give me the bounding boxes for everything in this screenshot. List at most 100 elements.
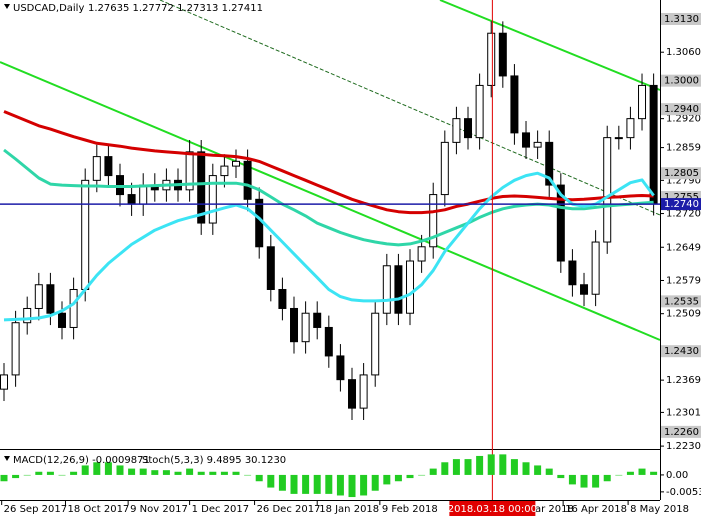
macd-bar bbox=[476, 455, 484, 475]
macd-bar bbox=[302, 474, 310, 494]
candle-body bbox=[394, 265, 403, 314]
candle-body bbox=[580, 284, 589, 295]
x-tick-label: 8 May 2018 bbox=[630, 504, 689, 515]
macd-bar bbox=[186, 468, 194, 475]
x-tick-label: 26 Dec 2017 bbox=[257, 504, 321, 515]
macd-bar bbox=[348, 474, 356, 498]
candle-body bbox=[464, 118, 473, 139]
macd-bar bbox=[371, 474, 379, 491]
level-label: 1.2430 bbox=[664, 346, 699, 357]
y-tick-label: 1.2509 bbox=[666, 309, 701, 320]
candle-body bbox=[92, 156, 101, 181]
y-tick-label: 1.2579 bbox=[666, 275, 701, 286]
indicator-subtitle: Stoch(5,3,3) 9.4895 30.1230 bbox=[142, 455, 286, 466]
candle-body bbox=[487, 32, 496, 86]
macd-bar bbox=[197, 471, 205, 475]
candle-body bbox=[266, 246, 275, 290]
macd-bar bbox=[383, 474, 391, 485]
level-label: 1.2940 bbox=[664, 104, 699, 115]
macd-bar bbox=[116, 465, 124, 475]
moving-average bbox=[3, 171, 655, 322]
chart-subtitle: 1.27635 1.27772 1.27313 1.27411 bbox=[88, 3, 263, 14]
candle-body bbox=[638, 84, 647, 120]
macd-bar bbox=[35, 471, 43, 475]
macd-bar bbox=[128, 468, 136, 475]
level-label: 1.2535 bbox=[664, 296, 699, 307]
candle-body bbox=[301, 312, 310, 343]
macd-bar bbox=[499, 454, 507, 475]
macd-bar bbox=[360, 474, 368, 496]
y-tick-label: -0.00536 bbox=[666, 487, 701, 498]
candle-body bbox=[359, 374, 368, 409]
macd-bar bbox=[487, 454, 495, 475]
candle-body bbox=[278, 288, 287, 309]
x-tick-label: 1 Dec 2017 bbox=[192, 504, 250, 515]
candle-body bbox=[533, 141, 542, 148]
candle-body bbox=[255, 198, 264, 248]
candle-body bbox=[324, 326, 333, 357]
macd-bar bbox=[81, 465, 89, 475]
level-box bbox=[661, 12, 701, 25]
macd-bar bbox=[418, 474, 426, 476]
y-tick-label: 1.3060 bbox=[666, 47, 701, 58]
candle-body bbox=[429, 194, 438, 248]
indicator-title: MACD(12,26,9) -0.0009871 bbox=[13, 455, 150, 466]
moving-average bbox=[3, 110, 654, 215]
level-label: 1.2755 bbox=[664, 192, 699, 203]
level-box bbox=[661, 103, 701, 116]
macd-bar bbox=[534, 465, 542, 475]
candle-body bbox=[348, 379, 357, 409]
level-label: 1.3000 bbox=[664, 76, 699, 87]
level-label: 1.3130 bbox=[664, 14, 699, 25]
candle-body bbox=[626, 118, 635, 139]
candle-body bbox=[591, 241, 600, 295]
macd-bar bbox=[209, 471, 217, 475]
trend-line bbox=[439, 0, 661, 91]
level-label: 1.2260 bbox=[664, 427, 699, 438]
macd-bar bbox=[615, 474, 623, 476]
y-tick-label: 1.2859 bbox=[666, 143, 701, 154]
candle-body bbox=[510, 75, 519, 134]
candle-body bbox=[313, 312, 322, 328]
macd-bar bbox=[557, 474, 565, 479]
macd-bar bbox=[220, 471, 228, 475]
candle-body bbox=[232, 160, 241, 167]
candle-body bbox=[452, 118, 461, 143]
candle-body bbox=[382, 265, 391, 314]
candle-body bbox=[603, 137, 612, 243]
candle-body bbox=[440, 141, 449, 196]
macd-bar bbox=[568, 474, 576, 485]
macd-bar bbox=[104, 462, 112, 475]
level-box bbox=[661, 74, 701, 87]
y-tick-label: 1.2790 bbox=[666, 175, 701, 186]
plot-area bbox=[0, 21, 658, 420]
candle-body bbox=[46, 284, 55, 314]
candle-body bbox=[243, 160, 252, 200]
macd-bar bbox=[313, 474, 321, 494]
macd-bar bbox=[0, 474, 8, 482]
macd-bar bbox=[23, 474, 31, 476]
macd-bar bbox=[429, 468, 437, 475]
candle-body bbox=[649, 84, 658, 205]
x-tick-label: 16 Apr 2018 bbox=[565, 504, 627, 515]
candle-body bbox=[475, 84, 484, 139]
horizontal-line-label: 1.2740 bbox=[664, 199, 699, 210]
candle-body bbox=[406, 260, 415, 314]
candle-body bbox=[498, 32, 507, 77]
level-box bbox=[661, 345, 701, 358]
macd-bar bbox=[139, 468, 147, 475]
trend-line bbox=[0, 61, 661, 341]
y-tick-label: 1.2720 bbox=[666, 209, 701, 220]
x-tick-label: 18 Oct 2017 bbox=[67, 504, 129, 515]
candle-body bbox=[81, 179, 90, 290]
macd-bar bbox=[592, 474, 600, 488]
x-tick-label: 26 Sep 2017 bbox=[4, 504, 67, 515]
x-tick-label: ar 2018 bbox=[535, 504, 574, 515]
macd-bar bbox=[278, 474, 286, 491]
candle-body bbox=[104, 156, 113, 177]
macd-bar bbox=[650, 471, 658, 475]
candle-body bbox=[127, 194, 136, 205]
macd-bar bbox=[464, 459, 472, 475]
macd-bar bbox=[93, 462, 101, 475]
